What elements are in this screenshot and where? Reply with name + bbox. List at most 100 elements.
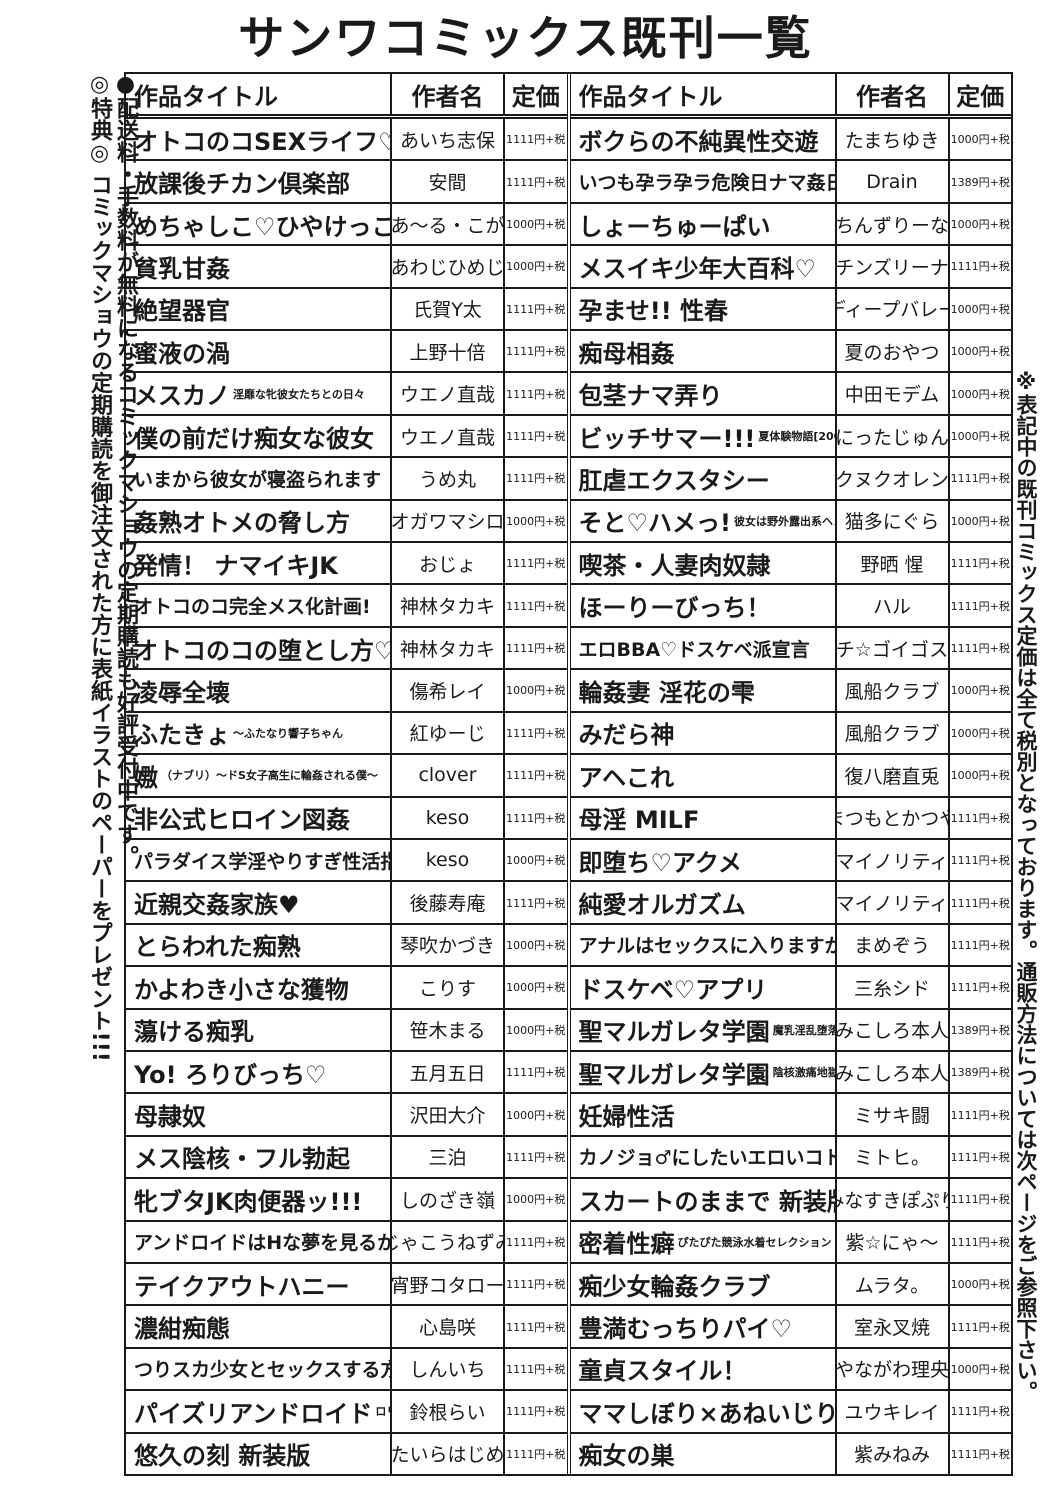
price-cell: 1000円+税	[506, 684, 566, 698]
author-cell: ビッチ☆ゴイゴスター	[837, 627, 950, 669]
book-title: 嫐	[134, 763, 158, 792]
table-header: 作品タイトル 作者名 定価	[126, 74, 567, 119]
book-title: カノジョ♂にしたいエロいコト	[578, 1147, 837, 1170]
book-title: オトコのコ完全メス化計画!	[134, 596, 371, 619]
author-cell: keso	[392, 797, 505, 838]
price-cell: 1111円+税	[950, 896, 1010, 910]
title-cell: ほーりーびっち！	[571, 585, 837, 626]
book-subtitle: 夏体験物語[2008-2016]	[758, 430, 834, 444]
price-cell: 1000円+税	[506, 938, 566, 952]
author-cell: 室永叉焼	[837, 1306, 950, 1347]
title-cell: つりスカ少女とセックスする方法	[126, 1348, 392, 1390]
price-cell: 1111円+税	[950, 1320, 1010, 1334]
table-row: 痴女の巣 紫みねみ 1111円+税	[571, 1433, 1012, 1474]
table-row: しょーちゅーぱい ちんずりーな 1000円+税	[570, 203, 1011, 247]
price-cell: 1000円+税	[506, 1193, 566, 1207]
author-cell: しのざき嶺	[392, 1179, 505, 1220]
book-title: 喫茶・人妻肉奴隷	[578, 551, 771, 580]
author-cell: 上野十倍	[392, 331, 505, 372]
price-cell: 1111円+税	[506, 769, 566, 783]
book-title: 童貞スタイル！	[578, 1357, 747, 1386]
table-row: ふたきょ 〜ふたなり響子ちゃん 紅ゆーじ 1111円+税	[126, 712, 567, 756]
title-cell: アヘこれ	[571, 755, 837, 796]
book-title: オトコのコの堕とし方♡	[134, 636, 392, 665]
price-cell: 1111円+税	[506, 642, 566, 656]
book-title: 聖マルガレタ学園	[578, 1018, 770, 1047]
author-cell: マイノリティ	[837, 839, 950, 881]
title-cell: しょーちゅーぱい	[571, 203, 837, 245]
author-cell: あいち志保	[392, 119, 505, 160]
title-cell: 妊婦性活	[571, 1094, 837, 1135]
header-title: 作品タイトル	[126, 74, 392, 114]
table-row: メスイキ少年大百科♡ チンズリーナ 1111円+税	[570, 246, 1011, 289]
title-cell: 牝ブタJK肉便器ッ!!!	[126, 1179, 392, 1220]
book-title: 近親交姦家族♥	[134, 891, 300, 920]
table-row: ボクらの不純異性交遊 たまちゆき 1000円+税	[570, 119, 1011, 162]
book-title: 蜜液の渦	[134, 339, 230, 368]
price-cell: 1111円+税	[950, 557, 1010, 571]
book-title: みだら神	[578, 721, 675, 750]
price-cell: 1000円+税	[950, 133, 1010, 147]
price-cell: 1111円+税	[506, 599, 566, 613]
book-title: 牝ブタJK肉便器ッ!!!	[134, 1187, 363, 1216]
price-cell: 1111円+税	[950, 811, 1010, 825]
table-row: ドスケベ♡アプリ 三糸シド 1111円+税	[570, 967, 1011, 1010]
price-cell: 1111円+税	[506, 1447, 566, 1461]
author-cell: 紅ゆーじ	[392, 712, 505, 754]
title-cell: スカートのままで 新装版	[571, 1179, 837, 1220]
author-cell: ヌクヌクオレンジ	[837, 458, 950, 499]
author-cell: みこしろ本人	[837, 1051, 950, 1093]
book-subtitle: 陰核激痛地獄編	[772, 1066, 835, 1080]
title-cell: オトコのコSEXライフ♡	[126, 119, 392, 160]
table-row: テイクアウトハニー 宵野コタロー 1111円+税	[126, 1263, 567, 1307]
catalog-table-right: 作品タイトル 作者名 定価 ボクらの不純異性交遊 たまちゆき 1000円+税 いつも孕…	[570, 74, 1012, 1474]
price-cell: 1111円+税	[950, 642, 1010, 656]
title-cell: 姦熟オトメの脅し方	[126, 500, 392, 542]
author-cell: ウエノ直哉	[392, 415, 505, 457]
table-row: Yo! ろりびっち♡ 五月五日 1111円+税	[126, 1051, 567, 1095]
table-row: 絶望器官 氏賀Y太 1111円+税	[126, 288, 567, 332]
book-title: ドスケベ♡アプリ	[578, 975, 768, 1004]
title-cell: 痴母相姦	[571, 331, 837, 372]
book-title: 豊満むっちりパイ♡	[578, 1315, 793, 1344]
table-row: メス陰核・フル勃起 三泊 1111円+税	[126, 1136, 567, 1180]
book-title: ビッチサマー!!!	[578, 424, 756, 453]
author-cell: やながわ理央	[837, 1348, 950, 1390]
book-title: オトコのコSEXライフ♡	[134, 127, 392, 156]
author-cell: 鈴根らい	[392, 1391, 505, 1432]
book-title: 母隷奴	[134, 1103, 206, 1132]
title-cell: 蜜液の渦	[126, 331, 392, 372]
author-cell: ディープバレー	[837, 288, 950, 330]
book-subtitle: ぴたぴた競泳水着セレクション	[677, 1235, 832, 1249]
author-cell: 三糸シド	[837, 967, 950, 1008]
price-cell: 1111円+税	[950, 938, 1010, 952]
author-cell: ミサキ闘	[837, 1094, 950, 1135]
price-cell: 1111円+税	[506, 345, 566, 359]
table-row: 聖マルガレタ学園陰核激痛地獄編みこしろ本人1389円+税	[570, 1051, 1011, 1095]
table-row: 母隷奴 沢田大介 1000円+税	[126, 1094, 567, 1137]
title-cell: 包茎ナマ弄り	[571, 373, 837, 414]
book-title: 凌辱全壊	[134, 678, 230, 707]
price-cell: 1000円+税	[506, 260, 566, 274]
author-cell: うめ丸	[392, 458, 505, 499]
table-row: 母淫 MILF まつもとかつや1111円+税	[570, 797, 1011, 840]
author-cell: おじょ	[392, 543, 505, 584]
author-cell: まつもとかつや	[837, 797, 950, 838]
author-cell: チンズリーナ	[837, 246, 950, 287]
book-title: 僕の前だけ痴女な彼女	[134, 424, 374, 453]
title-cell: 悠久の刻 新装版	[126, 1433, 392, 1474]
title-cell: メス陰核・フル勃起	[126, 1136, 392, 1178]
author-cell: 復八磨直兎	[837, 755, 950, 796]
price-cell: 1000円+税	[506, 514, 566, 528]
table-row: 近親交姦家族♥ 後藤寿庵 1111円+税	[126, 882, 567, 925]
table-row: 輪姦妻 淫花の雫 風船クラブ 1000円+税	[570, 670, 1011, 713]
price-cell: 1000円+税	[950, 302, 1010, 316]
catalog-table: 作品タイトル 作者名 定価 オトコのコSEXライフ♡ あいち志保 1111円+税 放課…	[124, 72, 1013, 1476]
book-title: スカートのままで 新装版	[578, 1187, 837, 1216]
title-cell: とらわれた痴熟	[126, 924, 392, 966]
price-cell: 1111円+税	[950, 1193, 1010, 1207]
price-cell: 1111円+税	[506, 387, 566, 401]
book-title: エロBBA♡ドスケベ派宣言	[578, 638, 810, 661]
table-row: 童貞スタイル！ やながわ理央 1000円+税	[570, 1348, 1011, 1392]
price-cell: 1000円+税	[506, 1023, 566, 1037]
